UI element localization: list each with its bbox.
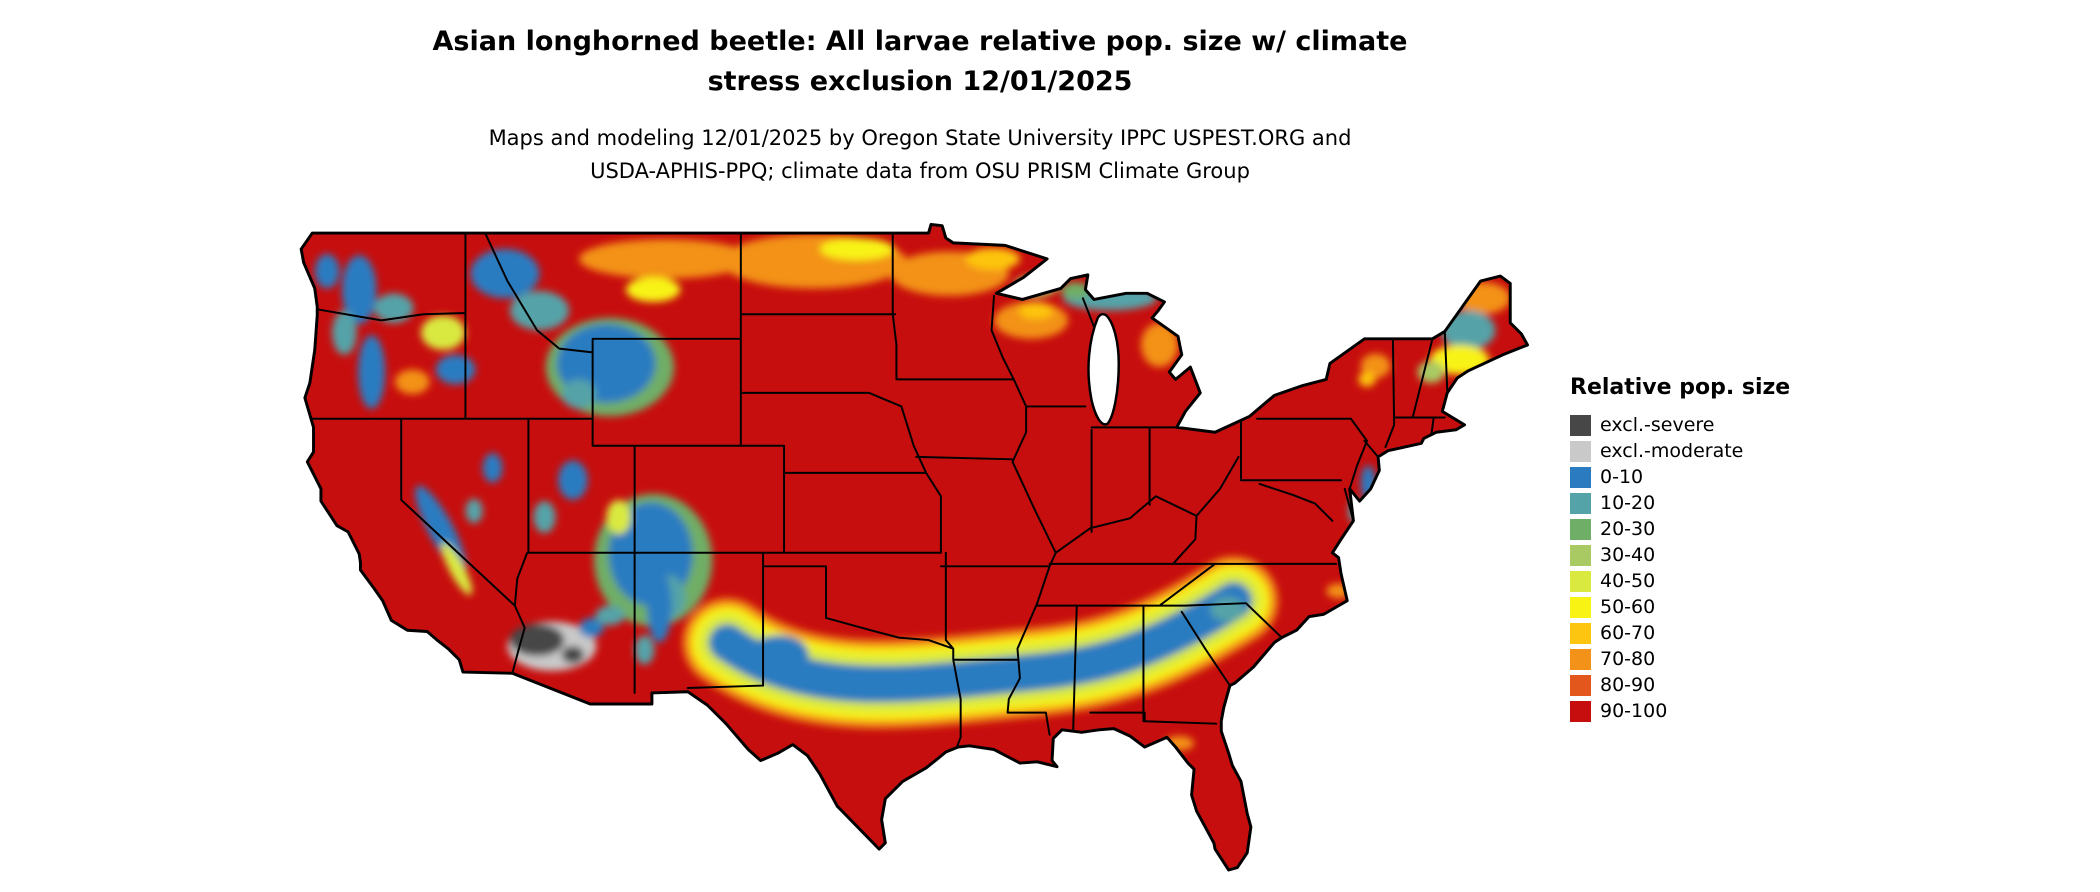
legend-label: 20-30 [1600,517,1656,540]
legend-label: 90-100 [1600,699,1668,722]
map-subtitle: Maps and modeling 12/01/2025 by Oregon S… [0,122,1840,188]
legend-label: excl.-severe [1600,413,1715,436]
legend-label: excl.-moderate [1600,439,1744,462]
legend-swatch [1570,492,1591,514]
legend-swatch [1570,674,1591,696]
legend-item-10-20: 10-20 [1570,490,1890,516]
map-subtitle-line2: USDA-APHIS-PPQ; climate data from OSU PR… [590,159,1250,183]
map-title-line1: Asian longhorned beetle: All larvae rela… [432,26,1408,57]
legend-label: 40-50 [1600,569,1656,592]
legend-item-excl-moderate: excl.-moderate [1570,438,1890,464]
legend-item-80-90: 80-90 [1570,672,1890,698]
legend-swatch [1570,648,1591,670]
legend-swatch [1570,440,1591,462]
legend-label: 70-80 [1600,647,1656,670]
legend-item-20-30: 20-30 [1570,516,1890,542]
legend-swatch [1570,414,1591,436]
raster-fill [301,224,1528,871]
lake-michigan [1087,312,1120,426]
legend-items: excl.-severe excl.-moderate 0-10 10-20 20-30… [1570,412,1890,724]
map-title: Asian longhorned beetle: All larvae rela… [0,22,1840,102]
base-high-population-region [301,224,1528,871]
state-borders [306,232,1449,749]
legend-item-0-10: 0-10 [1570,464,1890,490]
legend-item-60-70: 60-70 [1570,620,1890,646]
legend-swatch [1570,622,1591,644]
us-map-svg [299,222,1530,872]
us-map [295,222,1530,886]
us-outline [299,222,1530,872]
legend-item-40-50: 40-50 [1570,568,1890,594]
legend-swatch [1570,570,1591,592]
legend-item-50-60: 50-60 [1570,594,1890,620]
legend-label: 30-40 [1600,543,1656,566]
legend-swatch [1570,466,1591,488]
legend-item-30-40: 30-40 [1570,542,1890,568]
legend-label: 60-70 [1600,621,1656,644]
legend: Relative pop. size excl.-severe excl.-mod… [1570,375,1890,724]
legend-swatch [1570,518,1591,540]
legend-title: Relative pop. size [1570,375,1791,400]
map-title-line2: stress exclusion 12/01/2025 [707,66,1133,97]
legend-label: 50-60 [1600,595,1656,618]
legend-swatch [1570,596,1591,618]
legend-item-90-100: 90-100 [1570,698,1890,724]
legend-item-70-80: 70-80 [1570,646,1890,672]
legend-label: 10-20 [1600,491,1656,514]
legend-label: 80-90 [1600,673,1656,696]
legend-swatch [1570,544,1591,566]
legend-swatch [1570,700,1591,722]
map-subtitle-line1: Maps and modeling 12/01/2025 by Oregon S… [488,126,1352,150]
legend-item-excl-severe: excl.-severe [1570,412,1890,438]
legend-label: 0-10 [1600,465,1644,488]
